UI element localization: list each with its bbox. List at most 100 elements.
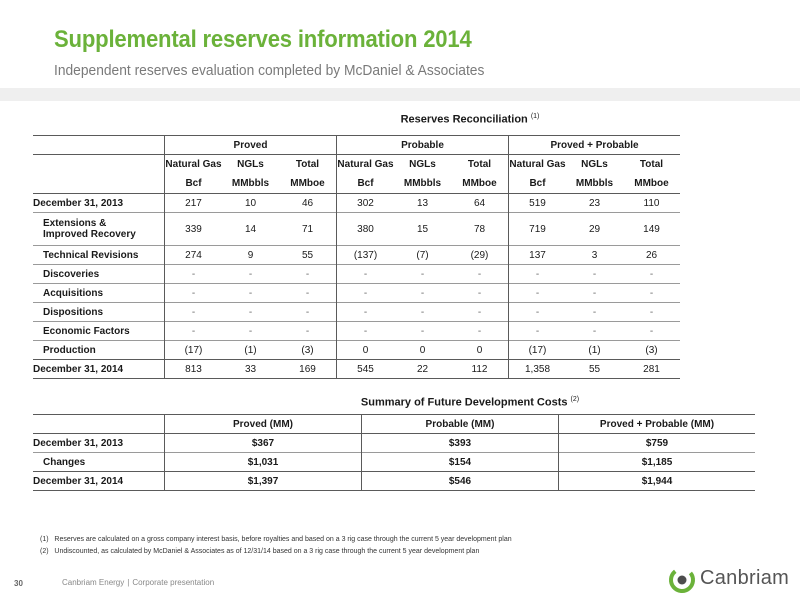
table-cell: 3 (566, 245, 623, 265)
table-cell: 0 (451, 340, 509, 360)
table-cell: 14 (222, 212, 279, 246)
table-cell: 112 (451, 359, 509, 379)
table-cell: - (566, 283, 623, 303)
table-cell: - (508, 264, 566, 284)
table-cell: - (451, 321, 509, 341)
table-cell: - (394, 321, 451, 341)
unit-top: NGLs (237, 159, 264, 170)
units-bottom-row: Bcf MMbbls MMboe Bcf MMbbls MMboe Bcf MM… (33, 174, 680, 194)
table-row: Changes $1,031 $154 $1,185 (33, 452, 755, 472)
footnote-text: Reserves are calculated on a gross compa… (54, 536, 512, 543)
table-cell: 274 (164, 245, 222, 265)
table-cell: - (566, 302, 623, 322)
table-cell: (17) (508, 340, 566, 360)
row-label-text: December 31, 2013 (33, 197, 124, 209)
table-cell: (29) (451, 245, 509, 265)
row-label-text: Extensions & (43, 218, 107, 229)
table-cell: - (336, 264, 394, 284)
table-cell: 719 (508, 212, 566, 246)
unit-bottom: MMbbls (575, 178, 614, 189)
slide-subtitle: Independent reserves evaluation complete… (54, 62, 485, 79)
table-cell: 281 (623, 359, 680, 379)
fdc-header-probable: Probable (MM) (361, 414, 559, 434)
group-proved-probable: Proved + Probable (508, 135, 680, 155)
row-label: Economic Factors (33, 321, 165, 341)
reserves-table: Proved Probable Proved + Probable Natura… (33, 135, 680, 379)
table-cell: 26 (623, 245, 680, 265)
footnote-number: (1) (40, 536, 49, 543)
table-cell: (17) (164, 340, 222, 360)
table-cell: - (164, 264, 222, 284)
footnote-text: Undiscounted, as calculated by McDaniel … (54, 548, 480, 555)
table-cell: - (279, 302, 337, 322)
unit-top: Total (639, 159, 664, 170)
table-cell: $1,397 (164, 471, 362, 491)
unit-bottom: Bcf (508, 174, 566, 194)
table-cell: - (451, 264, 509, 284)
table-cell: 15 (394, 212, 451, 246)
reserves-group-header: Proved Probable Proved + Probable (33, 135, 680, 155)
table-cell: 217 (164, 193, 222, 213)
footnote-2: (2) Undiscounted, as calculated by McDan… (40, 548, 479, 555)
units-top-row: Natural Gas NGLs Total Natural Gas NGLs … (33, 154, 680, 174)
table-cell: $367 (164, 433, 362, 453)
table-cell: 10 (222, 193, 279, 213)
reserves-title: Reserves Reconciliation (1) (0, 113, 800, 126)
row-label-text: Discoveries (43, 268, 100, 280)
fdc-title: Summary of Future Development Costs (2) (0, 396, 800, 409)
row-label: Extensions & Improved Recovery (33, 212, 165, 246)
table-cell: - (566, 321, 623, 341)
table-row: Dispositions - - - - - - - - - (33, 302, 680, 322)
table-cell: (3) (279, 340, 337, 360)
row-label: Production (33, 340, 165, 360)
row-label-text: Acquisitions (43, 287, 104, 299)
table-cell: $759 (558, 433, 755, 453)
table-cell: (1) (566, 340, 623, 360)
table-cell: 23 (566, 193, 623, 213)
row-label-text: December 31, 2014 (33, 363, 124, 375)
table-cell: (3) (623, 340, 680, 360)
slide-title: Supplemental reserves information 2014 (54, 26, 472, 53)
table-row: Production (17) (1) (3) 0 0 0 (17) (1) (3) (33, 340, 680, 360)
table-cell: $546 (361, 471, 559, 491)
footer-separator: | (127, 578, 130, 587)
table-cell: 0 (336, 340, 394, 360)
unit-bottom: MMboe (462, 178, 497, 189)
table-cell: - (279, 283, 337, 303)
table-cell: 55 (279, 245, 337, 265)
table-cell: - (394, 302, 451, 322)
table-cell: 0 (394, 340, 451, 360)
unit-top: Natural Gas (336, 154, 394, 174)
blank-cell (33, 135, 165, 155)
table-cell: 46 (279, 193, 337, 213)
table-row: December 31, 2014 813 33 169 545 22 112 1,358 55… (33, 359, 680, 379)
table-cell: - (222, 283, 279, 303)
group-proved: Proved (164, 135, 337, 155)
table-cell: - (222, 321, 279, 341)
footer-company: Canbriam Energy (62, 578, 125, 587)
unit-bottom: Bcf (164, 174, 222, 194)
table-cell: 1,358 (508, 359, 566, 379)
table-cell: $1,031 (164, 452, 362, 472)
unit-top: Total (295, 159, 320, 170)
fdc-note-ref: (2) (570, 396, 580, 403)
table-cell: (137) (336, 245, 394, 265)
page-number: 30 (14, 579, 23, 588)
unit-bottom: Bcf (336, 174, 394, 194)
table-cell: - (222, 302, 279, 322)
table-cell: - (336, 302, 394, 322)
row-label-text: Improved Recovery (43, 229, 136, 240)
table-cell: (7) (394, 245, 451, 265)
table-cell: - (451, 283, 509, 303)
logo-text: Canbriam (700, 567, 790, 589)
table-row: Economic Factors - - - - - - - - - (33, 321, 680, 341)
table-cell: - (623, 283, 680, 303)
table-cell: - (394, 264, 451, 284)
row-label: Dispositions (33, 302, 165, 322)
row-label: Changes (33, 452, 165, 472)
footer-presentation: Corporate presentation (132, 578, 215, 587)
fdc-header-proved-probable: Proved + Probable (MM) (558, 414, 755, 434)
table-cell: 33 (222, 359, 279, 379)
fdc-body: December 31, 2013 $367 $393 $759 Changes $1,0… (33, 433, 755, 491)
table-cell: - (451, 302, 509, 322)
